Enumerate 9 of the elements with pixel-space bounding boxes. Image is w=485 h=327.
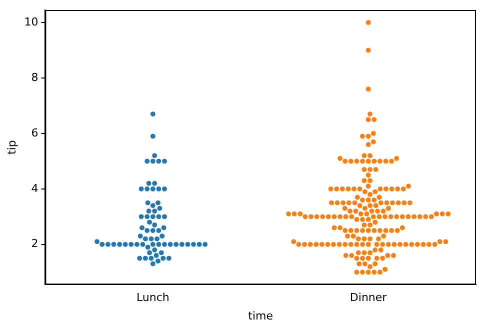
y-axis-title: tip (5, 140, 18, 154)
x-tick-label: Dinner (350, 291, 388, 304)
x-axis-title: time (248, 309, 274, 322)
y-tick-label: 2 (31, 237, 38, 250)
y-tick-label: 8 (31, 70, 38, 84)
x-tick-label: Lunch (136, 291, 170, 304)
y-tick-label: 6 (31, 126, 38, 140)
y-tick-label: 4 (31, 182, 38, 195)
y-tick-label: 10 (24, 15, 38, 28)
